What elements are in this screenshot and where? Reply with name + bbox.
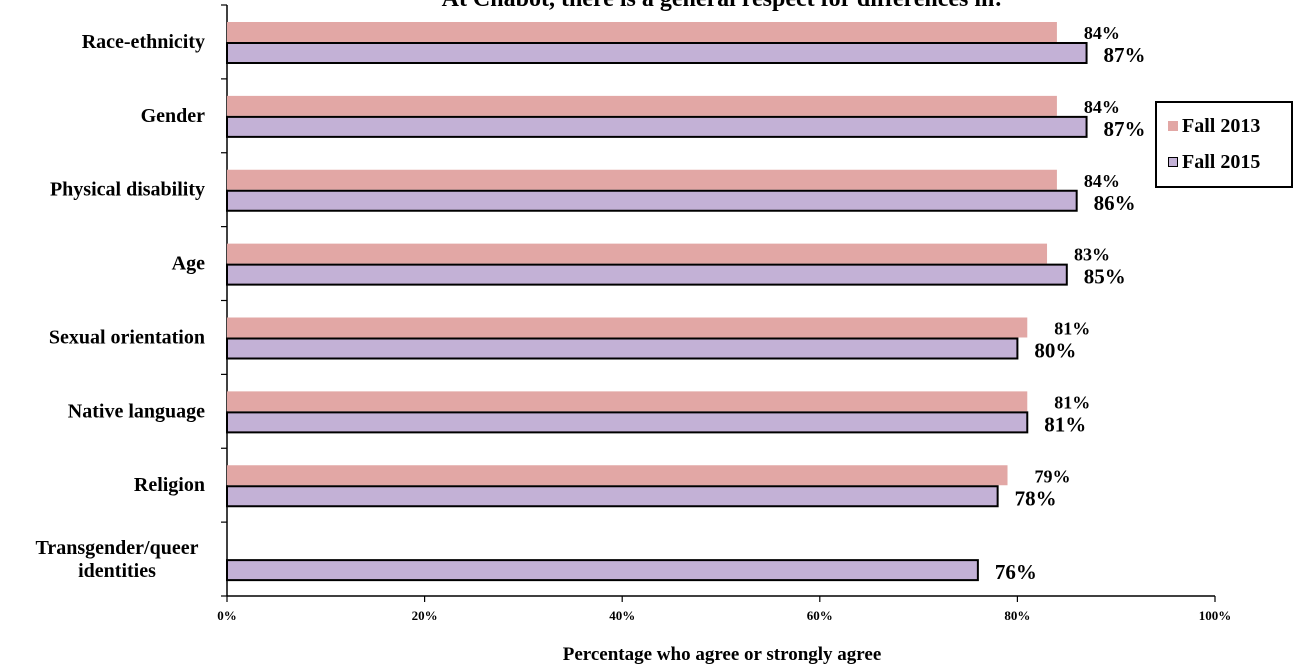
legend-label-fall-2013: Fall 2013: [1182, 115, 1261, 137]
data-label-fall-2015-race-ethnicity: 87%: [1104, 43, 1146, 67]
x-tick-label: 0%: [217, 608, 237, 623]
data-label-fall-2015-transgender-queer-identities: 76%: [995, 560, 1037, 584]
legend-label-fall-2015: Fall 2015: [1182, 151, 1261, 173]
data-label-fall-2015-sexual-orientation: 80%: [1034, 339, 1076, 363]
data-label-fall-2013-race-ethnicity: 84%: [1084, 23, 1120, 43]
bar-fall-2015-native-language: [226, 411, 1029, 434]
bar-fall-2013-age: [227, 243, 1048, 264]
category-label-race-ethnicity: Race-ethnicity: [82, 31, 205, 53]
data-label-fall-2013-sexual-orientation: 81%: [1054, 319, 1090, 339]
bar-fall-2013-physical-disability: [227, 169, 1057, 190]
bar-fall-2013-religion: [227, 465, 1008, 486]
bar-fall-2013-race-ethnicity: [227, 22, 1057, 42]
legend: Fall 2013 Fall 2015: [1155, 101, 1293, 188]
x-tick-label: 60%: [807, 608, 833, 623]
data-label-fall-2015-age: 85%: [1084, 265, 1126, 289]
bar-fall-2013-gender: [227, 95, 1057, 116]
category-label-sexual-orientation: Sexual orientation: [49, 326, 205, 348]
category-label-age: Age: [172, 253, 205, 275]
category-label-native-language: Native language: [68, 400, 205, 422]
bar-fall-2015-gender: [226, 115, 1088, 138]
bar-fall-2015-race-ethnicity: [226, 42, 1088, 64]
legend-swatch-fall-2013: [1168, 121, 1178, 131]
category-label-physical-disability: Physical disability: [50, 179, 205, 201]
bar-fall-2015-physical-disability: [226, 189, 1078, 212]
category-label-gender: Gender: [141, 105, 206, 127]
bar-fall-2013-sexual-orientation: [227, 317, 1028, 338]
bar-fall-2015-age: [226, 263, 1068, 286]
data-label-fall-2013-age: 83%: [1074, 245, 1110, 265]
data-label-fall-2013-physical-disability: 84%: [1084, 171, 1120, 191]
category-label-religion: Religion: [134, 474, 205, 496]
x-tick-label: 80%: [1004, 608, 1030, 623]
data-label-fall-2013-native-language: 81%: [1054, 392, 1090, 412]
bar-fall-2015-religion: [226, 485, 999, 508]
data-label-fall-2015-native-language: 81%: [1044, 412, 1086, 436]
x-tick-label: 40%: [609, 608, 635, 623]
x-tick-label: 100%: [1199, 608, 1232, 623]
legend-item-fall-2013: Fall 2013: [1168, 115, 1260, 138]
legend-item-fall-2015: Fall 2015: [1168, 151, 1260, 174]
chart-title: At Chabot, there is a general respect fo…: [228, 0, 1216, 13]
category-label-line: identities: [78, 560, 156, 582]
data-label-fall-2013-religion: 79%: [1035, 466, 1071, 486]
x-axis-label: Percentage who agree or strongly agree: [562, 644, 882, 665]
bar-fall-2015-transgender-queer-identities: [226, 559, 979, 582]
bar-fall-2015-sexual-orientation: [226, 337, 1019, 360]
data-label-fall-2015-physical-disability: 86%: [1094, 191, 1136, 215]
bar-fall-2013-native-language: [227, 391, 1028, 412]
legend-swatch-fall-2015: [1168, 157, 1178, 167]
data-label-fall-2015-religion: 78%: [1015, 486, 1057, 510]
category-label-transgender-queer-identities: Transgender/queer identities: [36, 537, 199, 582]
data-label-fall-2015-gender: 87%: [1104, 117, 1146, 141]
x-tick-label: 20%: [412, 608, 438, 623]
category-label-line: Transgender/queer: [36, 537, 199, 559]
data-label-fall-2013-gender: 84%: [1084, 97, 1120, 117]
